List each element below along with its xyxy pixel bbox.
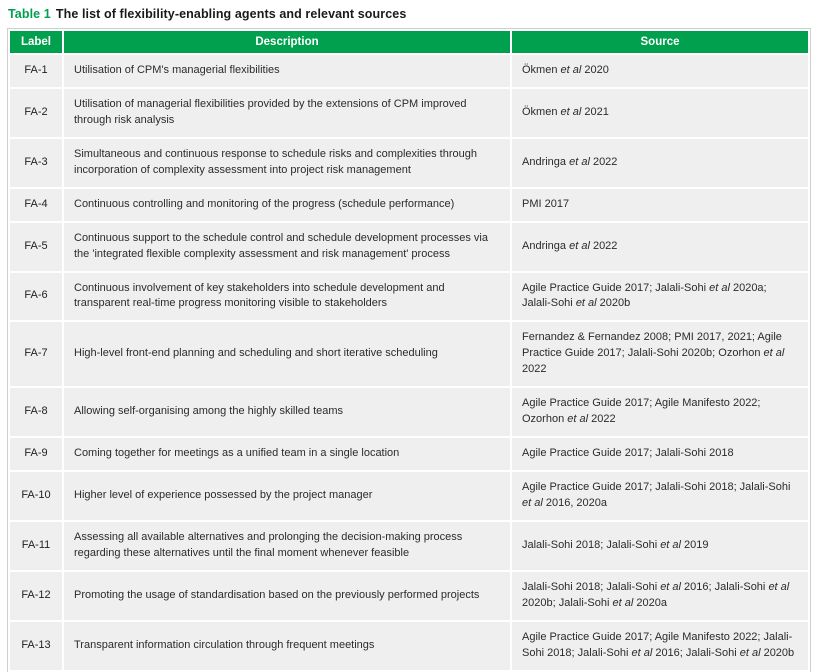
table-caption: Table 1 The list of flexibility-enabling …	[8, 7, 811, 21]
table-caption-title: The list of flexibility-enabling agents …	[55, 7, 407, 21]
table-body: FA-1 Utilisation of CPM's managerial fle…	[10, 55, 808, 672]
row-source: Fernandez & Fernandez 2008; PMI 2017, 20…	[512, 322, 808, 387]
table-row: FA-4 Continuous controlling and monitori…	[10, 188, 808, 221]
row-source: Jalali-Sohi 2018; Jalali-Sohi et al 2019	[512, 521, 808, 570]
table-row: FA-6 Continuous involvement of key stake…	[10, 272, 808, 321]
row-source: Agile Practice Guide 2017; Agile Manifes…	[512, 621, 808, 670]
table-caption-number: Table 1	[8, 7, 51, 21]
row-source: Ökmen et al 2020	[512, 55, 808, 87]
row-label: FA-11	[10, 521, 62, 570]
row-source: Ökmen et al 2021	[512, 88, 808, 137]
row-description: Utilisation of CPM's managerial flexibil…	[64, 55, 510, 87]
column-header-description: Description	[64, 31, 510, 53]
row-description: Allowing self-organising among the highl…	[64, 388, 510, 437]
row-description: Assessing all available alternatives and…	[64, 521, 510, 570]
row-description: Continuous support to the schedule contr…	[64, 222, 510, 271]
table-row: FA-7 High-level front-end planning and s…	[10, 322, 808, 387]
row-label: FA-9	[10, 438, 62, 470]
row-source: Agile Practice Guide 2017; Jalali-Sohi 2…	[512, 438, 808, 470]
row-source: Jalali-Sohi 2018; Jalali-Sohi et al 2016…	[512, 571, 808, 620]
table-row: FA-12 Promoting the usage of standardisa…	[10, 571, 808, 620]
row-description: High-level front-end planning and schedu…	[64, 322, 510, 387]
row-description: Continuous controlling and monitoring of…	[64, 188, 510, 221]
row-source: Agile Practice Guide 2017; Jalali-Sohi e…	[512, 272, 808, 321]
row-label: FA-1	[10, 55, 62, 87]
table-row: FA-5 Continuous support to the schedule …	[10, 222, 808, 271]
row-label: FA-2	[10, 88, 62, 137]
row-source: Andringa et al 2022	[512, 138, 808, 187]
table-row: FA-10 Higher level of experience possess…	[10, 472, 808, 520]
row-description: Transparent information circulation thro…	[64, 621, 510, 670]
flexibility-agents-table: Label Description Source FA-1 Utilisatio…	[8, 29, 810, 672]
row-label: FA-8	[10, 388, 62, 437]
row-source: Andringa et al 2022	[512, 222, 808, 271]
table-header: Label Description Source	[10, 31, 808, 53]
row-description: Utilisation of managerial flexibilities …	[64, 88, 510, 137]
row-description: Promoting the usage of standardisation b…	[64, 571, 510, 620]
table-row: FA-8 Allowing self-organising among the …	[10, 388, 808, 437]
row-source: Agile Practice Guide 2017; Agile Manifes…	[512, 388, 808, 437]
table-row: FA-1 Utilisation of CPM's managerial fle…	[10, 55, 808, 87]
row-label: FA-5	[10, 222, 62, 271]
table-row: FA-13 Transparent information circulatio…	[10, 621, 808, 670]
row-label: FA-6	[10, 272, 62, 321]
table-container: Label Description Source FA-1 Utilisatio…	[7, 28, 811, 672]
row-description: Continuous involvement of key stakeholde…	[64, 272, 510, 321]
row-description: Simultaneous and continuous response to …	[64, 138, 510, 187]
row-label: FA-7	[10, 322, 62, 387]
row-source: PMI 2017	[512, 188, 808, 221]
column-header-label: Label	[10, 31, 62, 53]
table-row: FA-2 Utilisation of managerial flexibili…	[10, 88, 808, 137]
row-label: FA-3	[10, 138, 62, 187]
row-label: FA-10	[10, 472, 62, 520]
column-header-source: Source	[512, 31, 808, 53]
row-label: FA-13	[10, 621, 62, 670]
row-source: Agile Practice Guide 2017; Jalali-Sohi 2…	[512, 472, 808, 520]
row-description: Coming together for meetings as a unifie…	[64, 438, 510, 470]
row-description: Higher level of experience possessed by …	[64, 472, 510, 520]
table-row: FA-9 Coming together for meetings as a u…	[10, 438, 808, 470]
row-label: FA-4	[10, 188, 62, 221]
table-row: FA-3 Simultaneous and continuous respons…	[10, 138, 808, 187]
row-label: FA-12	[10, 571, 62, 620]
table-row: FA-11 Assessing all available alternativ…	[10, 521, 808, 570]
